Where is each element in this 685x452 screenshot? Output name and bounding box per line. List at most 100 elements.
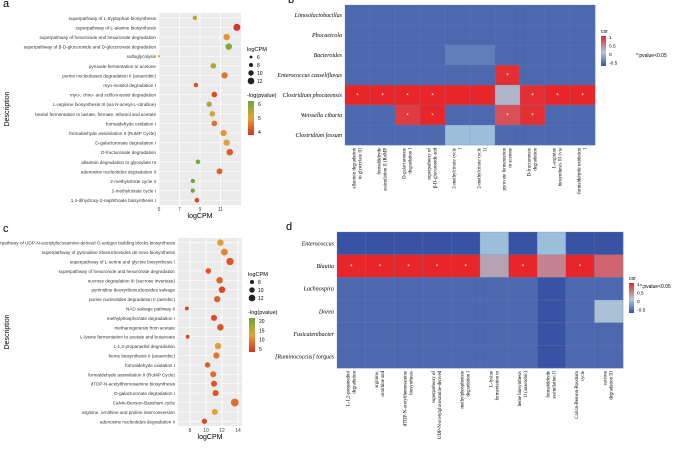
heatmap-cell [480,322,509,346]
legend-size-label: 8 [257,63,260,69]
heatmap-cell [565,277,595,301]
data-point [193,82,199,88]
heatmap-cell [370,45,396,66]
data-point [214,342,222,350]
heatmap-cell [470,85,496,106]
column-label: L-lysine [489,371,494,387]
data-point [190,178,195,184]
legend-size-label: 8 [258,280,261,286]
heatmap-cell [395,5,421,26]
heatmap-cell [370,85,396,106]
heatmap-cell [570,5,596,26]
data-point [185,334,190,339]
legend-label: 0 [609,52,612,58]
heatmap-cell [370,65,396,86]
heatmap-cell [422,277,452,301]
category-label: adenosine nucleotides degradation II [81,169,156,174]
heatmap-cell [365,300,395,323]
heatmap-cell [394,300,424,323]
heatmap-cell [420,5,446,26]
heatmap-cell [545,65,571,86]
category-label: adenosine nucleotides degradation II [100,419,175,424]
heatmap-cell [508,277,538,301]
heatmap-cell [422,254,452,278]
heatmap-cell [395,125,421,146]
category-label: L-lysine fermentation to acetate and but… [80,335,175,340]
x-tick-label: 8 [189,428,192,434]
heatmap-cell [545,5,571,26]
heatmap-cell [537,345,567,369]
data-point [206,101,212,107]
data-point [210,380,218,387]
data-point [221,72,228,79]
x-tick-label: 10 [203,428,209,434]
heatmap-cell [420,125,446,146]
data-point [184,306,189,311]
legend-size-label: 10 [258,288,264,294]
significance-mark: * [406,114,409,120]
category-label: arginine, ornithine and proline intercon… [82,410,175,415]
category-label: pyrimidine deoxyribonucleosides salvage [92,288,176,293]
heatmap-cell [445,125,471,146]
category-label: formaldehyde assimilation II (RuMP Cycle… [88,372,175,377]
x-tick-label: 5 [158,207,161,213]
heatmap-cell [395,65,421,86]
heatmap-cell [370,105,396,126]
column-label: heme biosynthesis [518,371,523,406]
category-label: allantoin degradation to glyoxylate III [81,160,156,165]
data-point [157,55,161,58]
legend-color-label: 5 [259,347,262,353]
row-label: Weissella cibaria [301,113,342,119]
heatmap-cell [594,322,624,346]
category-label: 2-methylcitrate cycle II [110,179,156,184]
heatmap-cell [545,125,571,146]
heatmap-cell [422,300,452,323]
data-point [210,63,217,69]
x-tick-label: 11 [218,207,223,213]
heatmap-cell [520,85,546,106]
column-label: sucrose [604,371,609,385]
category-label: superpathway of L-serine and glycine bio… [70,260,175,265]
column-label: methylphosphonate [461,371,466,409]
heatmap-cell [451,277,481,301]
category-label: superpathway of hexuronide and hexuronat… [40,35,157,40]
heatmap-cell [480,254,509,278]
data-point [209,111,216,117]
heatmap-cell [394,345,424,369]
heatmap-cell [594,345,624,369]
data-point [216,168,223,175]
legend-color-title: -log(pvalue) [248,310,278,316]
legend-label: 0 [637,299,640,305]
plot-area [178,238,242,426]
heatmap-cell [470,45,496,66]
column-label: formaldehyde [547,371,552,398]
panel-label: b [288,0,294,6]
heatmap-cell [508,300,538,323]
category-label: superpathway of pyrimidine ribonucleosid… [42,250,176,255]
heatmap-cell [394,322,424,346]
legend-color-label: 6 [258,102,261,108]
heatmap-cell [545,85,571,106]
legend-size-dot [248,70,254,76]
heatmap-cell [345,85,371,106]
x-tick-label: 12 [219,428,225,434]
row-label: Clostridium fessum [295,132,342,139]
heatmap-cell [545,45,571,66]
heatmap-cell [495,65,521,86]
category-label: formaldehyde oxidation I [106,121,156,126]
heatmap-cell [495,25,521,46]
heatmap-cell [520,105,546,126]
panel-c: c superpathway of UDP-N-acetylglucosamine… [0,223,278,441]
heatmap-cell [570,65,596,86]
heatmap-cell [545,25,571,46]
legend-color-title: -log(pvalue) [247,93,277,99]
row-label: Fusicatenibacter [292,332,334,338]
significance-mark: * [465,265,468,271]
category-label: sulfoglycolysis [127,54,157,59]
data-point [226,148,234,156]
x-tick-label: 7 [178,207,181,213]
column-label: allantoin degradation [353,147,358,188]
heatmap-cell [470,65,496,86]
data-point [205,268,212,274]
